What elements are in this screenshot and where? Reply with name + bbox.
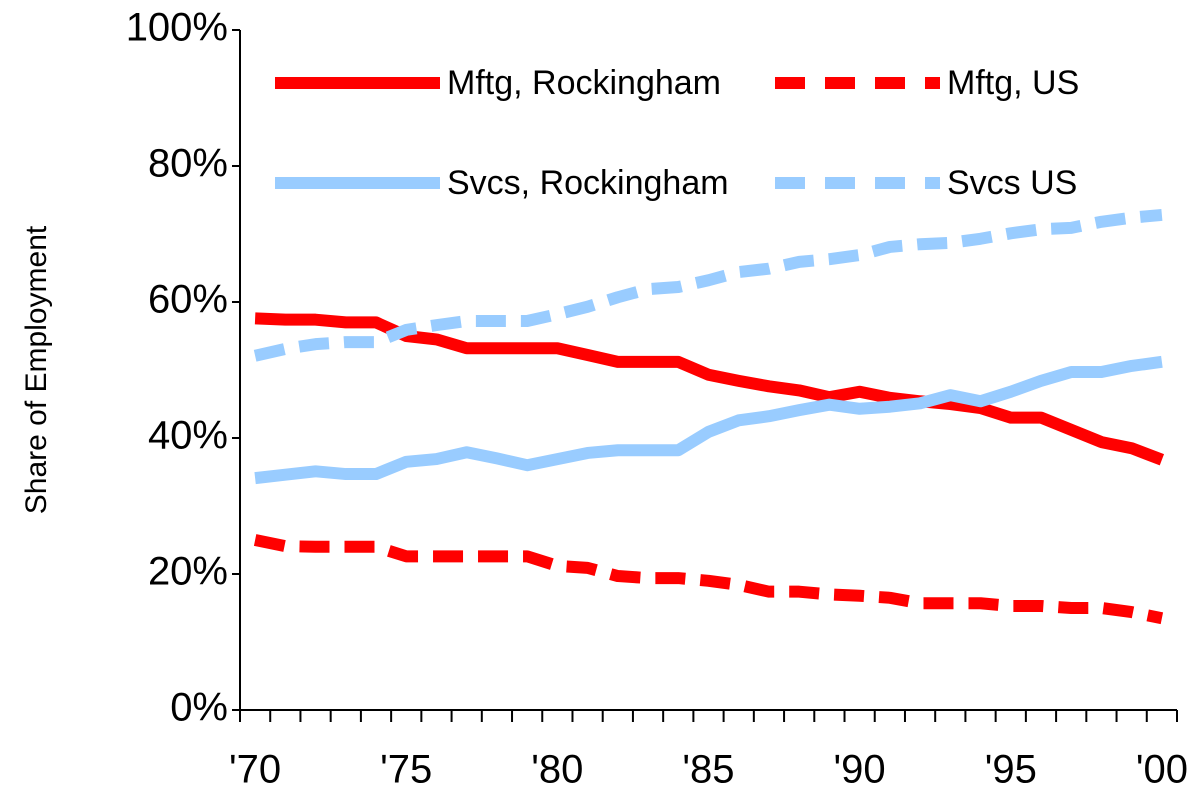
y-tick-label: 100% xyxy=(126,6,228,50)
legend-label: Svcs, Rockingham xyxy=(447,164,729,202)
series-line xyxy=(253,534,1164,625)
y-tick-label: 0% xyxy=(170,686,228,730)
legend-label: Svcs US xyxy=(947,164,1077,202)
y-tick-label: 20% xyxy=(148,550,228,594)
y-tick-label: 40% xyxy=(148,414,228,458)
x-tick-label: '75 xyxy=(380,748,432,792)
x-tick-label: '70 xyxy=(229,748,281,792)
x-tick-label: '90 xyxy=(834,748,886,792)
y-tick-label: 60% xyxy=(148,278,228,322)
legend-label: Mftg, US xyxy=(947,64,1079,102)
y-axis-label: Share of Employment xyxy=(20,225,53,514)
x-tick-label: '00 xyxy=(1136,748,1188,792)
legend-label: Mftg, Rockingham xyxy=(447,64,721,102)
x-tick-label: '85 xyxy=(682,748,734,792)
series-line xyxy=(253,208,1163,362)
series-line xyxy=(254,355,1163,485)
y-tick-label: 80% xyxy=(148,142,228,186)
x-tick-label: '80 xyxy=(531,748,583,792)
x-tick-label: '95 xyxy=(985,748,1037,792)
